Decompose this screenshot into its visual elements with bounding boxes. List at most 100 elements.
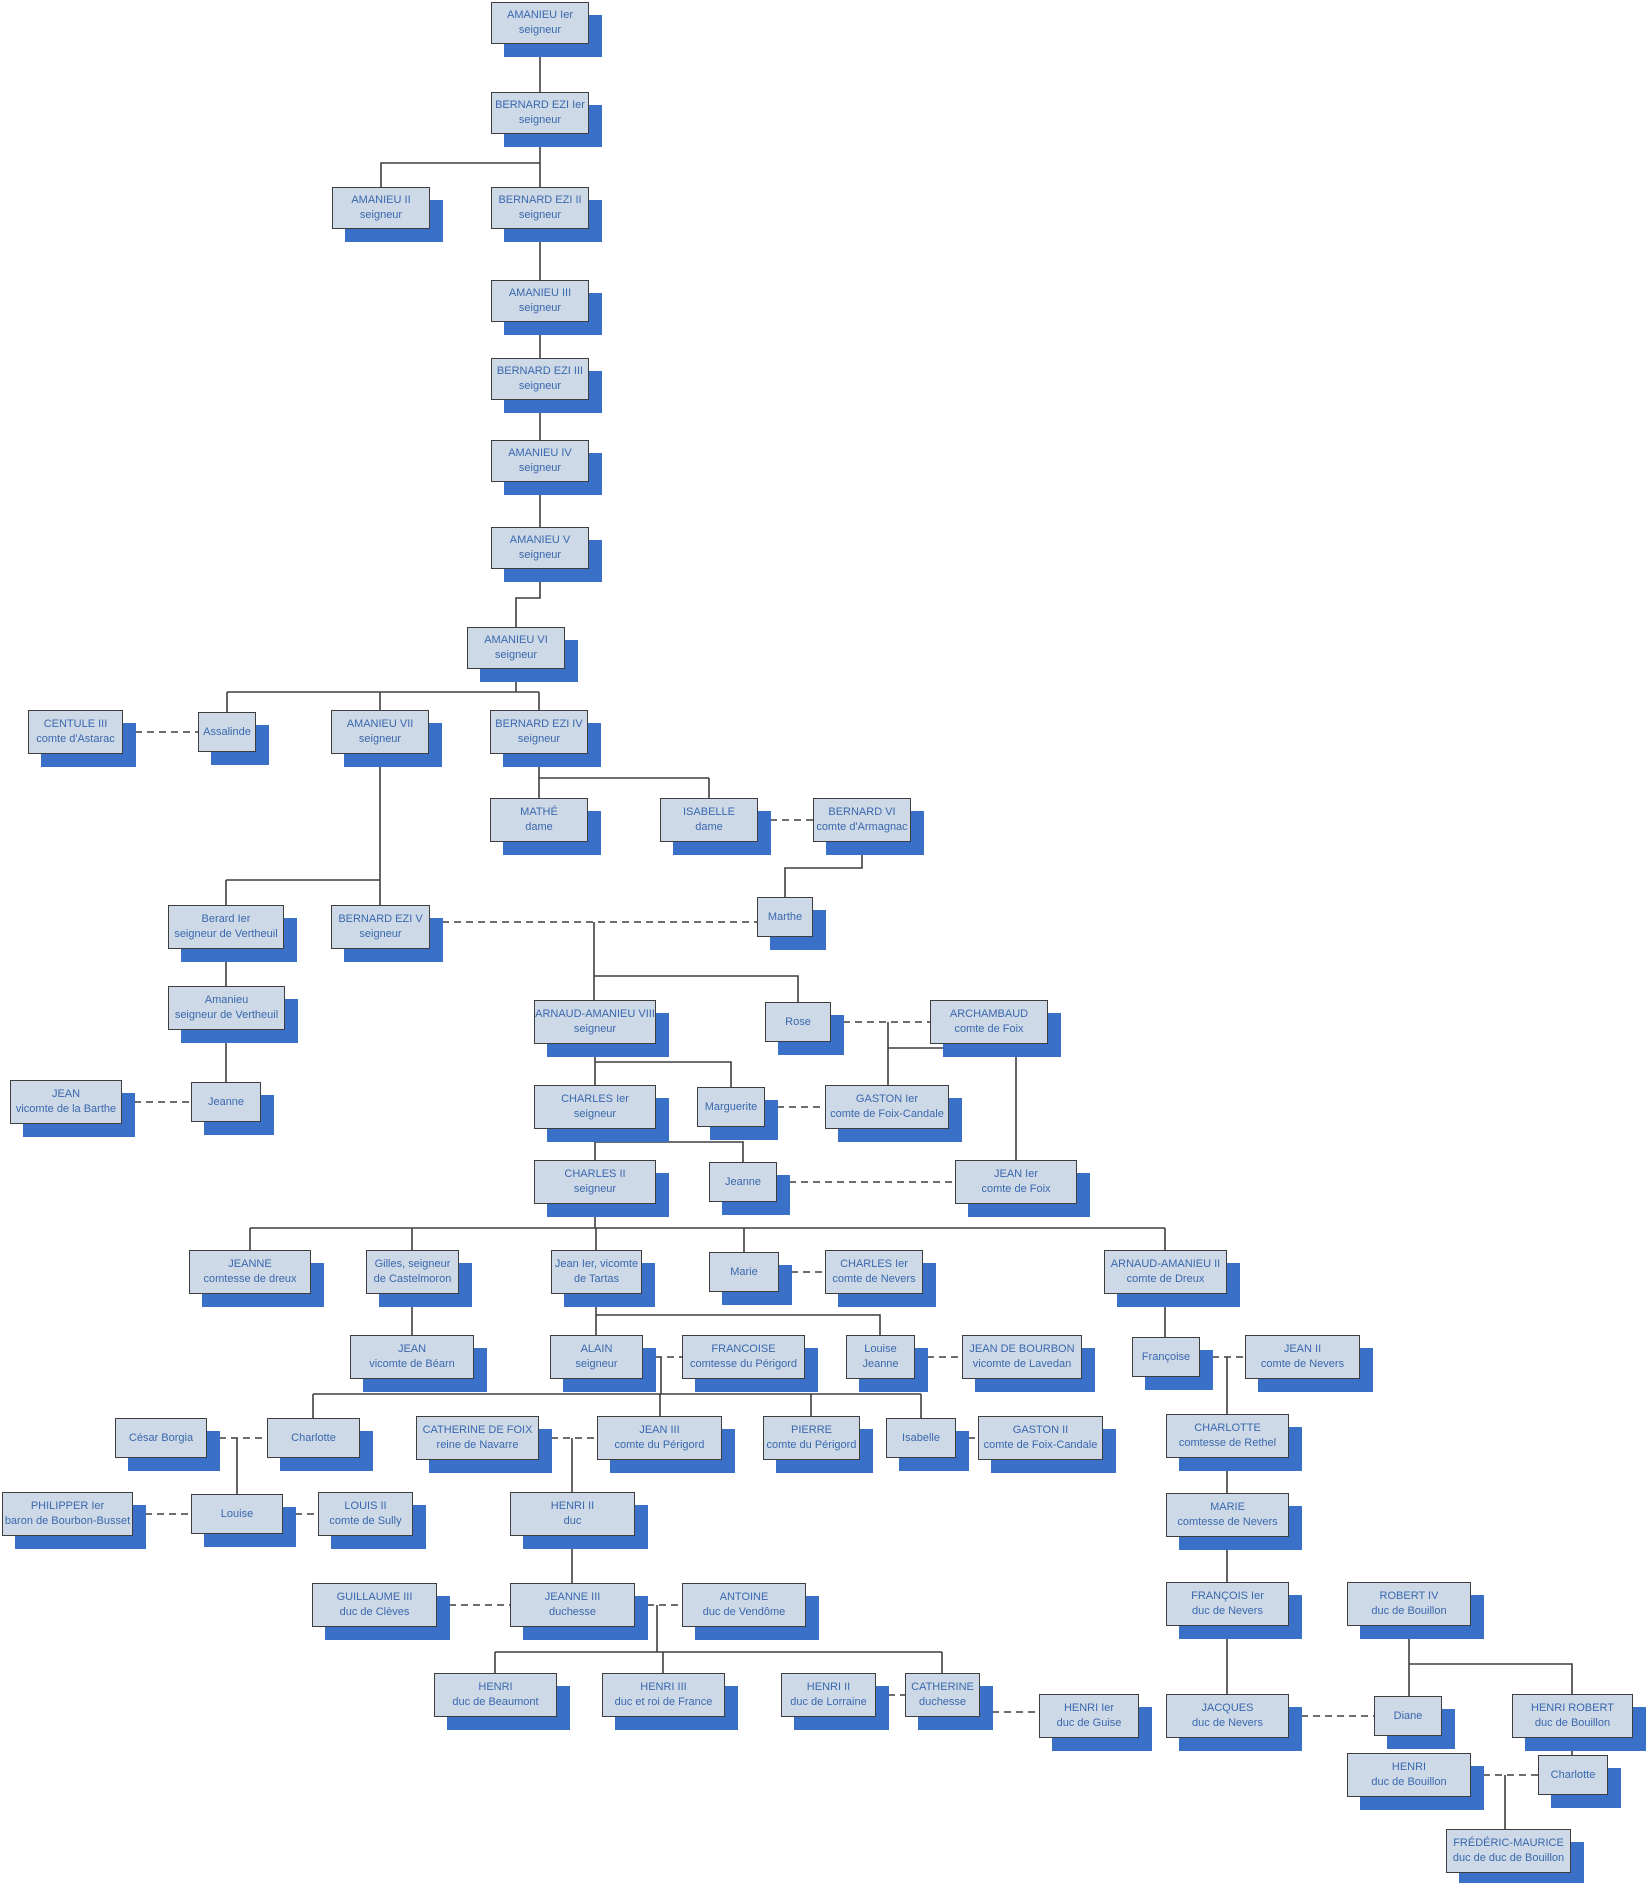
node-subtitle: seigneur [518,380,562,392]
node-title: HENRI ROBERT [1531,1702,1614,1715]
node-title: HENRI II [550,1500,595,1513]
node-subtitle: comte de Sully [329,1515,402,1527]
edge-solid [594,975,799,1002]
node-henri-beaumont: HENRI duc de Beaumont [434,1673,557,1717]
node-subtitle: vicomte de la Barthe [15,1103,117,1115]
node-arnaud-amanieu-8: ARNAUD-AMANIEU VIII seigneur [534,1000,656,1044]
node-subtitle: seigneur [575,1358,618,1370]
node-title: JEAN II [1283,1343,1322,1356]
node-amanieu-5: AMANIEU V seigneur [491,527,589,569]
node-title: HENRI III [640,1681,687,1694]
node-subtitle: comtesse de dreux [203,1273,297,1285]
edge-solid [1409,1663,1573,1694]
node-gaston-1: GASTON Ier comte de Foix-Candale [825,1085,949,1129]
node-title: Jeanne [207,1095,245,1108]
node-subtitle: duchesse [918,1696,967,1708]
node-title: BERNARD EZI Ier [495,99,585,112]
node-subtitle: seigneur [359,209,403,221]
node-title: CHARLES II [564,1168,626,1181]
node-title: JEAN [51,1088,81,1101]
node-subtitle: seigneur [573,1108,617,1120]
node-subtitle: comtesse du Périgord [690,1358,797,1370]
node-bernard-6: BERNARD VI comte d'Armagnac [813,798,911,842]
node-title: JEAN DE BOURBON [969,1343,1075,1356]
node-title: Assalinde [203,725,251,738]
node-marguerite: Marguerite [697,1087,765,1127]
node-title: Charlotte [291,1431,336,1444]
node-bernard-ezi-2: BERNARD EZI II seigneur [491,187,589,229]
node-guillaume-3: GUILLAUME III duc de Clèves [312,1583,437,1627]
node-subtitle: de Castelmoron [373,1273,452,1285]
node-title: GASTON Ier [855,1093,919,1106]
node-rose: Rose [765,1002,831,1042]
node-subtitle: seigneur [573,1023,617,1035]
node-subtitle: comte du Périgord [766,1439,857,1451]
node-subtitle: dame [695,821,723,833]
node-title: JEANNE III [544,1591,601,1604]
node-antoine: ANTOINE duc de Vendôme [682,1583,806,1627]
node-jeanne-vertheuil: Jeanne [191,1082,261,1122]
node-title: AMANIEU VII [346,718,414,731]
node-title: César Borgia [128,1431,194,1444]
node-title: Jean Ier, vicomte [554,1258,639,1271]
node-title: JEAN Ier [993,1168,1038,1181]
node-title: ISABELLE [683,806,735,819]
node-subtitle: duc de Clèves [339,1606,410,1618]
node-subtitle: comte d'Astarac [36,733,115,745]
node-louis-2-sully: LOUIS II comte de Sully [318,1492,413,1536]
node-title: Marthe [767,910,803,923]
node-subtitle: comte de Nevers [832,1273,916,1285]
node-pierre-perigord: PIERRE comte du Périgord [763,1416,860,1460]
node-subtitle: reine de Navarre [436,1439,519,1451]
node-charles-2: CHARLES II seigneur [534,1160,656,1204]
node-henri-robert: HENRI ROBERT duc de Bouillon [1512,1694,1633,1738]
node-subtitle: seigneur [358,733,402,745]
node-title: Marguerite [704,1100,758,1113]
node-title: MARIE [1210,1501,1245,1514]
node-title: PIERRE [791,1424,832,1437]
node-title: MATHÉ [520,806,558,819]
node-jean-tartas: Jean Ier, vicomte de Tartas [551,1250,642,1294]
node-title: AMANIEU II [351,194,411,207]
node-gilles: Gilles, seigneur de Castelmoron [366,1250,459,1294]
node-subtitle: duc et roi de France [614,1696,713,1708]
node-subtitle: comte de Foix-Candale [830,1108,944,1120]
node-charlotte-rethel: CHARLOTTE comtesse de Rethel [1166,1414,1289,1458]
node-subtitle: duchesse [548,1606,597,1618]
node-subtitle: duc de Lorraine [790,1696,867,1708]
node-title: CHARLES Ier [561,1093,629,1106]
node-title: CENTULE III [43,718,108,731]
node-subtitle: seigneur de Vertheuil [174,928,278,940]
node-jeanne-3: JEANNE III duchesse [510,1583,635,1627]
node-title: Amanieu [204,994,249,1007]
node-isabelle-2: Isabelle [886,1418,956,1458]
node-henri-bouillon: HENRI duc de Bouillon [1347,1753,1471,1797]
node-subtitle: duc de Bouillon [1371,1776,1447,1788]
node-catherine-foix: CATHERINE DE FOIX reine de Navarre [416,1416,539,1460]
node-francoise-perigord: FRANCOISE comtesse du Périgord [682,1335,805,1379]
node-title: GUILLAUME III [336,1591,413,1604]
node-title: BERNARD EZI IV [495,718,583,731]
node-subtitle: seigneur [517,733,561,745]
node-title: ANTOINE [719,1591,769,1604]
node-title: Louise [864,1343,897,1356]
node-subtitle: comte de Foix-Candale [983,1439,1098,1451]
node-jean-1-foix: JEAN Ier comte de Foix [955,1160,1077,1204]
node-bernard-ezi-1: BERNARD EZI Ier seigneur [491,92,589,134]
node-subtitle: comte de Foix [981,1183,1051,1195]
node-title: ARNAUD-AMANIEU VIII [535,1008,655,1021]
node-subtitle: duc de Bouillon [1534,1717,1611,1729]
node-henri-3-france: HENRI III duc et roi de France [602,1673,725,1717]
node-philipper: PHILIPPER Ier baron de Bourbon-Busset [2,1492,133,1536]
node-title: AMANIEU III [508,287,572,300]
node-centule-3: CENTULE III comte d'Astarac [28,710,123,754]
node-amanieu-4: AMANIEU IV seigneur [491,440,589,482]
node-title: HENRI Ier [1063,1702,1115,1715]
node-charlotte-bouillon: Charlotte [1538,1755,1608,1795]
edge-solid [380,162,540,187]
node-title: ARCHAMBAUD [949,1008,1029,1021]
node-subtitle: comte d'Armagnac [816,821,908,833]
node-henri-2-duc: HENRI II duc [510,1492,635,1536]
node-jeanne-dreux: JEANNE comtesse de dreux [189,1250,311,1294]
